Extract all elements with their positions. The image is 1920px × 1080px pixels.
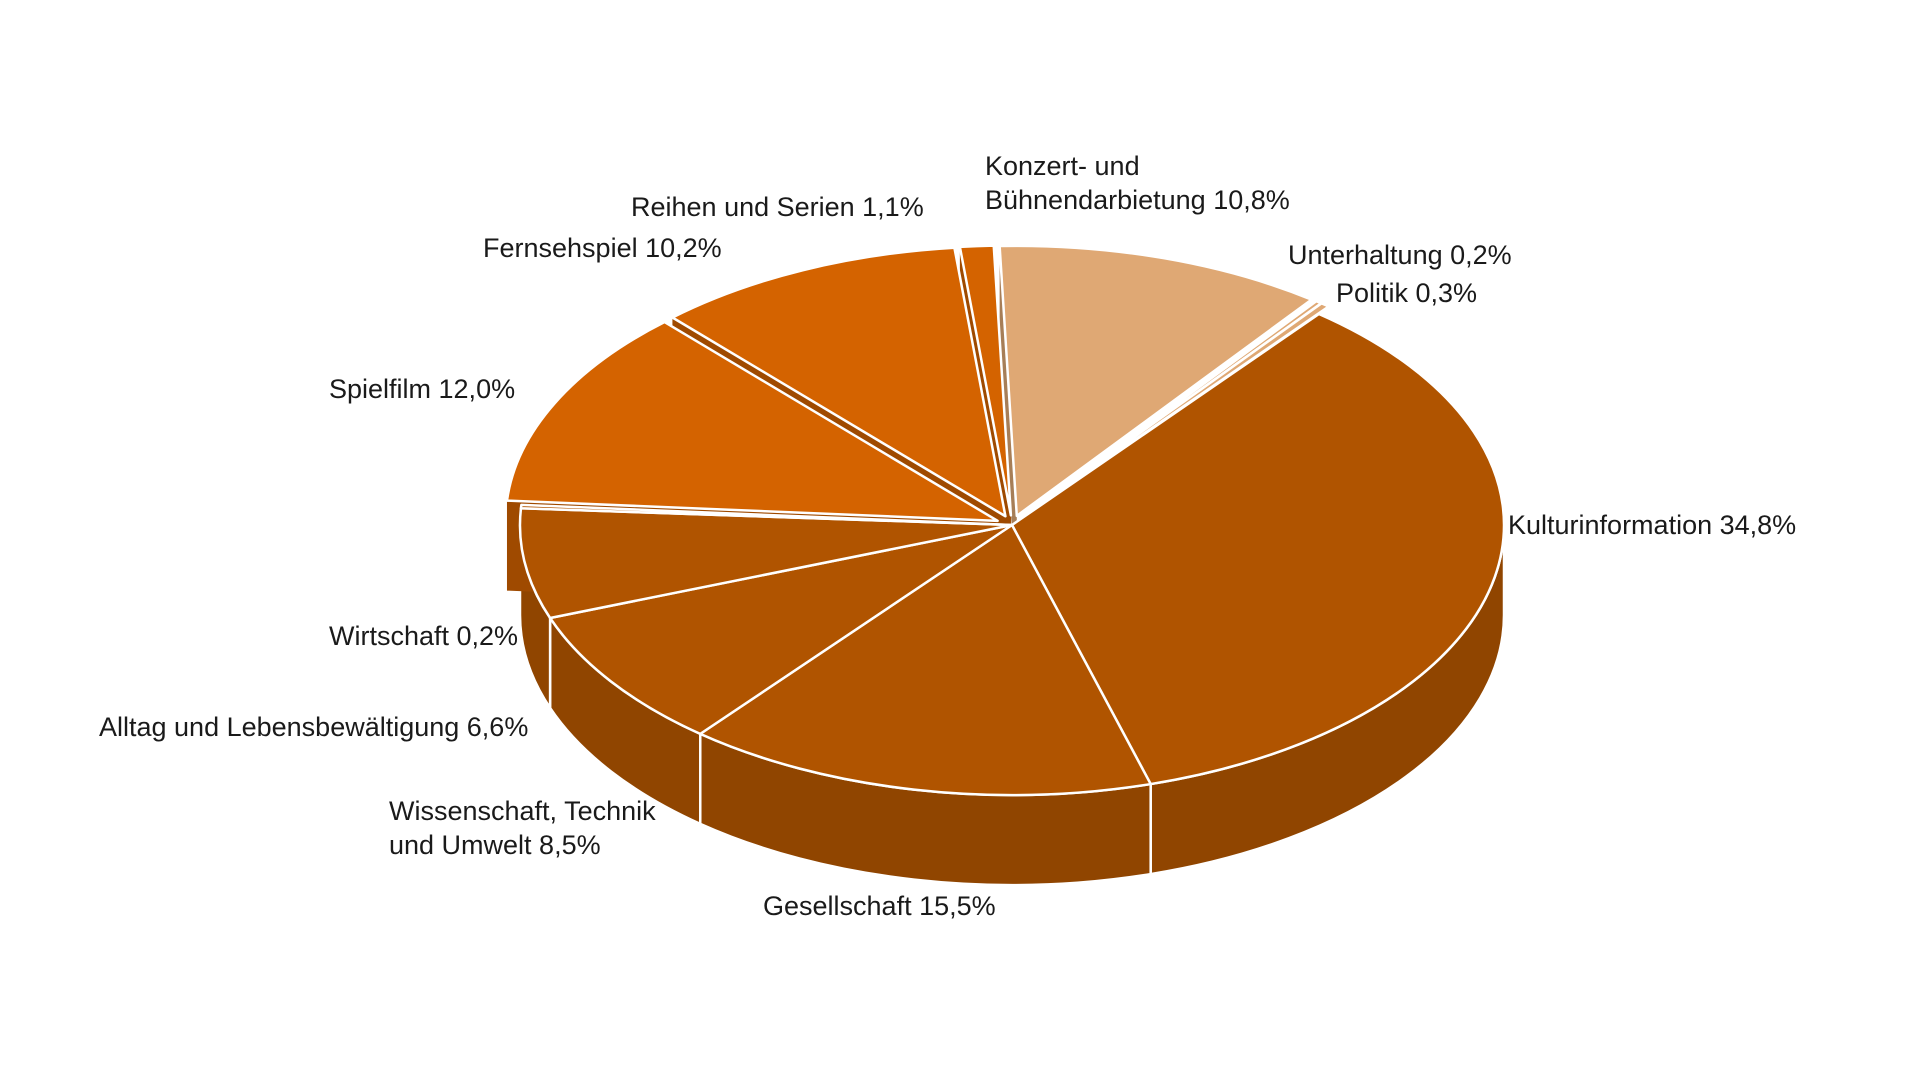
pie-slice-8 (519, 503, 1014, 527)
slice-label: Gesellschaft 15,5% (763, 891, 996, 921)
slice-label: Alltag und Lebensbewältigung 6,6% (99, 712, 528, 742)
slice-label: Konzert- und Bühnendarbietung 10,8% (985, 151, 1290, 215)
pie-slice-11 (958, 244, 1013, 517)
slice-label: Wirtschaft 0,2% (329, 621, 518, 651)
slice-label: Kulturinformation 34,8% (1508, 510, 1796, 540)
slice-label-line: Konzert- und (985, 151, 1140, 181)
slice-label: Wissenschaft, Technik und Umwelt 8,5% (389, 796, 656, 860)
slice-label-line: Bühnendarbietung 10,8% (985, 185, 1290, 215)
slice-label-line: Unterhaltung 0,2% (1288, 240, 1512, 270)
pie-slice-9 (505, 320, 999, 523)
pie-slice-cut-face (999, 246, 1017, 606)
slice-label-line: Fernsehspiel 10,2% (483, 233, 722, 263)
pie-slice-10 (671, 246, 1007, 518)
pie-slice-6 (548, 523, 1014, 736)
slice-label: Unterhaltung 0,2% (1288, 240, 1512, 270)
slice-label-line: Wissenschaft, Technik (389, 796, 656, 826)
slice-tops (505, 244, 1506, 797)
slice-label-line: Wirtschaft 0,2% (329, 621, 518, 651)
pie-slice-4 (1010, 312, 1506, 786)
slice-label-line: Gesellschaft 15,5% (763, 891, 996, 921)
slice-label-line: Kulturinformation 34,8% (1508, 510, 1796, 540)
slice-label: Politik 0,3% (1336, 278, 1477, 308)
slice-label: Spielfilm 12,0% (329, 374, 515, 404)
slice-label-line: Alltag und Lebensbewältigung 6,6% (99, 712, 528, 742)
slice-label-line: Politik 0,3% (1336, 278, 1477, 308)
pie-slice-7 (518, 506, 1014, 620)
pie-slice-3 (1020, 302, 1331, 519)
pie-slice-1 (998, 244, 1313, 518)
pie-slice-5 (699, 523, 1152, 797)
slice-label-line: Spielfilm 12,0% (329, 374, 515, 404)
slice-label-line: und Umwelt 8,5% (389, 830, 601, 860)
slice-label-line: Reihen und Serien 1,1% (631, 192, 924, 222)
slice-label: Reihen und Serien 1,1% (631, 192, 924, 222)
slice-label: Fernsehspiel 10,2% (483, 233, 722, 263)
slice-labels: Konzert- und Bühnendarbietung 10,8% Unterh… (99, 151, 1796, 921)
